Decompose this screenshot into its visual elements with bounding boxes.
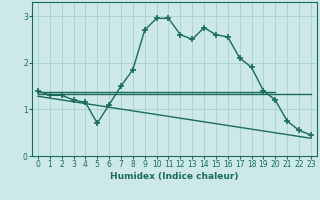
X-axis label: Humidex (Indice chaleur): Humidex (Indice chaleur) <box>110 172 239 181</box>
